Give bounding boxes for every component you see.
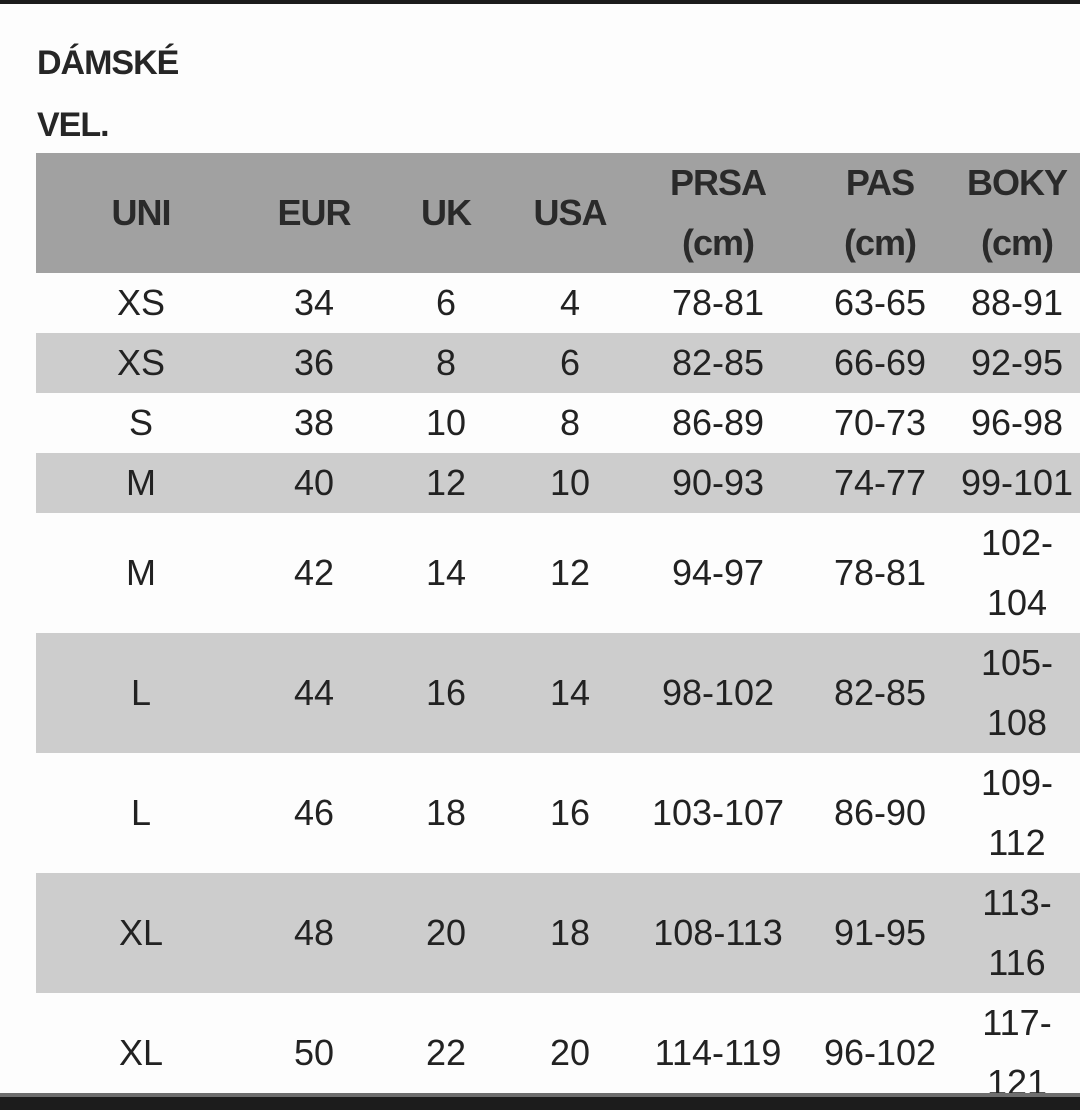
header-eur: EUR [246, 153, 382, 273]
cell-prsa: 78-81 [671, 282, 765, 323]
cell-eur: 34 [293, 282, 335, 323]
cell-prsa: 103-107 [651, 792, 785, 833]
header-label: EUR [277, 192, 351, 233]
header-label: PAS [845, 162, 915, 203]
cell-usa: 20 [549, 1032, 591, 1073]
header-unit: (cm) [681, 222, 755, 263]
cell-boky: 105-108 [954, 633, 1080, 753]
cell-uk: 6 [435, 282, 457, 323]
table-row: XL 50 22 20 114-119 96-102 117-121 [36, 993, 1080, 1093]
header-unit: (cm) [843, 222, 917, 263]
title-line-1: DÁMSKÉ [37, 44, 179, 82]
header-row: UNI EUR UK USA PRSA (cm) PAS (cm) BOKY (cm) [36, 153, 1080, 273]
cell-eur: 44 [246, 633, 382, 753]
header-uk: UK [382, 153, 510, 273]
cell-boky: 96-98 [970, 402, 1064, 443]
cell-usa: 12 [549, 552, 591, 593]
cell-usa: 4 [559, 282, 581, 323]
table-row: XS 36 8 6 82-85 66-69 92-95 [36, 333, 1080, 393]
cell-usa: 10 [510, 453, 630, 513]
cell-uni: XS [116, 282, 166, 323]
cell-uni: XS [36, 333, 246, 393]
cell-uni: M [126, 552, 156, 593]
cell-uk: 20 [382, 873, 510, 993]
cell-prsa: 108-113 [630, 873, 806, 993]
cell-pas: 63-65 [833, 282, 927, 323]
header-label: UK [421, 192, 472, 233]
cell-prsa: 82-85 [630, 333, 806, 393]
table-row: S 38 10 8 86-89 70-73 96-98 [36, 393, 1080, 453]
bottom-bar [0, 1093, 1080, 1110]
cell-eur: 42 [293, 552, 335, 593]
cell-boky: 113-116 [954, 873, 1080, 993]
cell-prsa: 94-97 [671, 552, 765, 593]
cell-eur: 40 [246, 453, 382, 513]
header-usa: USA [510, 153, 630, 273]
cell-boky: 92-95 [954, 333, 1080, 393]
cell-boky: 102-104 [980, 522, 1054, 623]
cell-eur: 36 [246, 333, 382, 393]
table-row: XL 48 20 18 108-113 91-95 113-116 [36, 873, 1080, 993]
cell-prsa: 98-102 [630, 633, 806, 753]
cell-pas: 70-73 [833, 402, 927, 443]
table-row: L 46 18 16 103-107 86-90 109-112 [36, 753, 1080, 873]
cell-uni: L [130, 792, 152, 833]
cell-usa: 6 [510, 333, 630, 393]
cell-pas: 86-90 [833, 792, 927, 833]
cell-eur: 46 [293, 792, 335, 833]
top-bar [0, 0, 1080, 4]
cell-usa: 14 [510, 633, 630, 753]
cell-prsa: 90-93 [630, 453, 806, 513]
header-pas: PAS (cm) [806, 153, 954, 273]
table-row: XS 34 6 4 78-81 63-65 88-91 [36, 273, 1080, 333]
cell-uni: XL [36, 873, 246, 993]
header-uni: UNI [36, 153, 246, 273]
cell-boky: 99-101 [954, 453, 1080, 513]
cell-usa: 16 [549, 792, 591, 833]
cell-eur: 38 [293, 402, 335, 443]
cell-uk: 22 [425, 1032, 467, 1073]
cell-pas: 74-77 [806, 453, 954, 513]
cell-boky: 88-91 [970, 282, 1064, 323]
cell-uk: 12 [382, 453, 510, 513]
cell-usa: 18 [510, 873, 630, 993]
header-label: BOKY [966, 162, 1068, 203]
cell-pas: 82-85 [806, 633, 954, 753]
title-line-2: VEL. [37, 106, 110, 144]
header-label: USA [533, 192, 607, 233]
cell-uni: XL [118, 1032, 164, 1073]
size-table: UNI EUR UK USA PRSA (cm) PAS (cm) BOKY (cm) XS 34 6… [36, 153, 1080, 1093]
cell-uk: 18 [425, 792, 467, 833]
cell-pas: 91-95 [806, 873, 954, 993]
cell-boky: 117-121 [982, 1002, 1052, 1093]
cell-uni: S [128, 402, 153, 443]
cell-uk: 8 [382, 333, 510, 393]
header-boky: BOKY (cm) [954, 153, 1080, 273]
cell-eur: 50 [293, 1032, 335, 1073]
header-prsa: PRSA (cm) [630, 153, 806, 273]
cell-pas: 66-69 [806, 333, 954, 393]
table-row: M 42 14 12 94-97 78-81 102-104 [36, 513, 1080, 633]
cell-prsa: 86-89 [671, 402, 765, 443]
header-unit: (cm) [980, 222, 1054, 263]
table-row: M 40 12 10 90-93 74-77 99-101 [36, 453, 1080, 513]
header-label: UNI [111, 192, 172, 233]
size-table-container: UNI EUR UK USA PRSA (cm) PAS (cm) BOKY (cm) XS 34 6… [36, 153, 1080, 1093]
table-row: L 44 16 14 98-102 82-85 105-108 [36, 633, 1080, 753]
cell-uk: 10 [425, 402, 467, 443]
cell-pas: 78-81 [833, 552, 927, 593]
cell-uk: 14 [425, 552, 467, 593]
cell-boky: 109-112 [980, 762, 1054, 863]
cell-uni: M [36, 453, 246, 513]
header-label: PRSA [669, 162, 767, 203]
cell-pas: 96-102 [823, 1032, 937, 1073]
cell-uni: L [36, 633, 246, 753]
cell-prsa: 114-119 [654, 1032, 782, 1073]
cell-eur: 48 [246, 873, 382, 993]
cell-usa: 8 [559, 402, 581, 443]
cell-uk: 16 [382, 633, 510, 753]
